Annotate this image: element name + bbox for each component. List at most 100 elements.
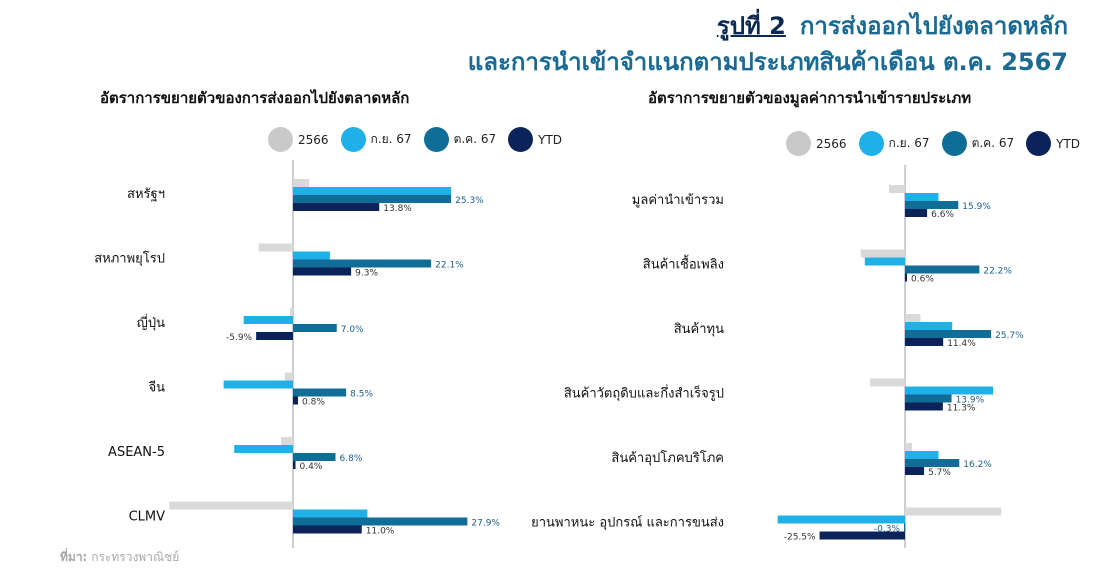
- imports-data-label-ytd: 6.6%: [931, 210, 954, 220]
- exports-category-label: จีน: [148, 380, 165, 396]
- figure-title-part-1: การส่งออกไปยังตลาดหลัก: [799, 12, 1068, 40]
- imports-data-label-ytd: 11.4%: [947, 339, 976, 349]
- legend-item-sep67: ก.ย. 67: [340, 127, 412, 152]
- exports-category-label: สหภาพยุโรป: [94, 251, 165, 267]
- exports-bar-oct67: [293, 453, 336, 461]
- imports-bar-sep67: [777, 515, 905, 524]
- exports-bar-ytd: [293, 203, 380, 211]
- imports-bar-oct67: [903, 523, 906, 532]
- legend-label-sep67: ก.ย. 67: [888, 136, 930, 150]
- imports-data-label-oct67: 13.9%: [956, 396, 985, 406]
- exports-category-label: CLMV: [129, 510, 166, 525]
- exports-bar-ytd: [293, 267, 352, 276]
- exports-bar-sep67: [293, 187, 452, 195]
- imports-bar-oct67: [905, 394, 952, 403]
- figure-title-line-1: รูปที่ 2 การส่งออกไปยังตลาดหลัก: [717, 6, 1068, 45]
- imports-legend: 2566 ก.ย. 67 ต.ค. 67 YTD: [786, 131, 1092, 156]
- exports-bar-ytd: [293, 525, 362, 534]
- exports-bar-oct67: [293, 517, 468, 526]
- imports-bar-ytd: [905, 467, 925, 475]
- imports-data-label-oct67: -0.3%: [874, 525, 901, 535]
- imports-bar-2566: [860, 249, 905, 258]
- imports-bar-sep67: [905, 386, 994, 395]
- legend-label-ytd: YTD: [1056, 136, 1081, 151]
- exports-bar-oct67: [293, 388, 347, 397]
- imports-data-label-ytd: 0.6%: [911, 275, 934, 285]
- imports-category-label: มูลค่านำเข้ารวม: [632, 193, 724, 208]
- imports-chart-title: อัตราการขยายตัวของมูลค่าการนำเข้ารายประเ…: [648, 89, 972, 107]
- imports-category-label: สินค้าเชื้อเพลิง: [643, 255, 724, 273]
- imports-bar-sep67: [864, 257, 905, 266]
- exports-bar-oct67: [293, 259, 432, 268]
- legend-label-2566: 2566: [298, 132, 329, 147]
- legend-item-sep67: ก.ย. 67: [858, 131, 930, 156]
- imports-bar-oct67: [905, 330, 992, 338]
- imports-bar-2566: [905, 443, 913, 451]
- legend-label-2566: 2566: [816, 136, 847, 151]
- legend-label-ytd: YTD: [538, 132, 563, 147]
- imports-bar-ytd: [905, 273, 908, 282]
- exports-data-label-ytd: 0.8%: [302, 398, 325, 408]
- exports-bar-ytd: [256, 332, 293, 340]
- legend-label-oct67: ต.ค. 67: [971, 136, 1015, 150]
- exports-legend: 2566 ก.ย. 67 ต.ค. 67 YTD: [268, 127, 574, 152]
- exports-data-label-oct67: 27.9%: [471, 519, 500, 529]
- legend-item-2566: 2566: [268, 127, 329, 152]
- exports-data-label-ytd: -5.9%: [226, 333, 253, 343]
- exports-bar-2566: [169, 501, 293, 510]
- imports-bar-2566: [905, 507, 1002, 516]
- exports-category-label: สหรัฐฯ: [127, 187, 165, 202]
- imports-bar-ytd: [905, 402, 943, 411]
- imports-bar-ytd: [819, 531, 905, 540]
- legend-swatch-oct67: [423, 127, 449, 152]
- legend-item-oct67: ต.ค. 67: [941, 131, 1015, 156]
- imports-bar-oct67: [905, 265, 980, 274]
- source-text: กระทรวงพาณิชย์: [91, 550, 180, 564]
- exports-bar-2566: [284, 372, 293, 381]
- imports-category-label: ยานพาหนะ อุปกรณ์ และการขนส่ง: [531, 515, 724, 531]
- legend-swatch-2566: [786, 131, 811, 156]
- exports-bar-2566: [293, 179, 310, 187]
- imports-bar-oct67: [905, 201, 959, 209]
- exports-data-label-oct67: 22.1%: [435, 261, 464, 271]
- legend-swatch-sep67: [340, 127, 366, 152]
- exports-chart-title: อัตราการขยายตัวของการส่งออกไปยังตลาดหลัก: [100, 89, 410, 107]
- imports-data-label-oct67: 22.2%: [983, 267, 1012, 277]
- imports-bar-ytd: [905, 209, 928, 217]
- imports-bar-2566: [888, 185, 905, 193]
- legend-item-2566: 2566: [786, 131, 847, 156]
- imports-bar-sep67: [905, 451, 939, 459]
- exports-data-label-oct67: 8.5%: [350, 390, 373, 400]
- legend-swatch-ytd: [1026, 131, 1052, 156]
- legend-item-ytd: YTD: [1026, 131, 1080, 156]
- imports-data-label-oct67: 15.9%: [962, 202, 991, 212]
- legend-swatch-ytd: [508, 127, 534, 152]
- imports-bar-sep67: [905, 193, 939, 201]
- imports-category-label: สินค้าอุปโภคบริโภค: [611, 450, 724, 466]
- legend-item-oct67: ต.ค. 67: [423, 127, 497, 152]
- exports-data-label-ytd: 11.0%: [366, 527, 395, 537]
- exports-bar-sep67: [234, 445, 293, 453]
- exports-data-label-ytd: 0.4%: [300, 462, 323, 472]
- exports-bar-ytd: [293, 396, 298, 405]
- source-note: ที่มา: กระทรวงพาณิชย์: [60, 548, 179, 567]
- exports-bar-sep67: [293, 251, 330, 260]
- legend-swatch-oct67: [941, 131, 967, 156]
- imports-bar-2566: [905, 314, 921, 322]
- imports-category-label: สินค้าทุน: [674, 322, 724, 337]
- exports-bar-ytd: [293, 461, 296, 469]
- exports-data-label-ytd: 13.8%: [383, 204, 412, 214]
- legend-swatch-2566: [268, 127, 293, 152]
- figure-number: รูปที่ 2: [716, 12, 786, 40]
- exports-bar-2566: [289, 308, 293, 316]
- exports-bar-sep67: [243, 316, 293, 324]
- exports-category-label: ญี่ปุ่น: [137, 314, 165, 331]
- imports-category-label: สินค้าวัตถุดิบและกึ่งสำเร็จรูป: [564, 384, 724, 402]
- imports-data-label-oct67: 16.2%: [963, 460, 992, 470]
- exports-data-label-ytd: 9.3%: [355, 269, 378, 279]
- imports-data-label-ytd: -25.5%: [784, 533, 816, 543]
- imports-bar-2566: [870, 378, 905, 387]
- imports-data-label-oct67: 25.7%: [995, 331, 1024, 341]
- legend-label-oct67: ต.ค. 67: [453, 132, 497, 146]
